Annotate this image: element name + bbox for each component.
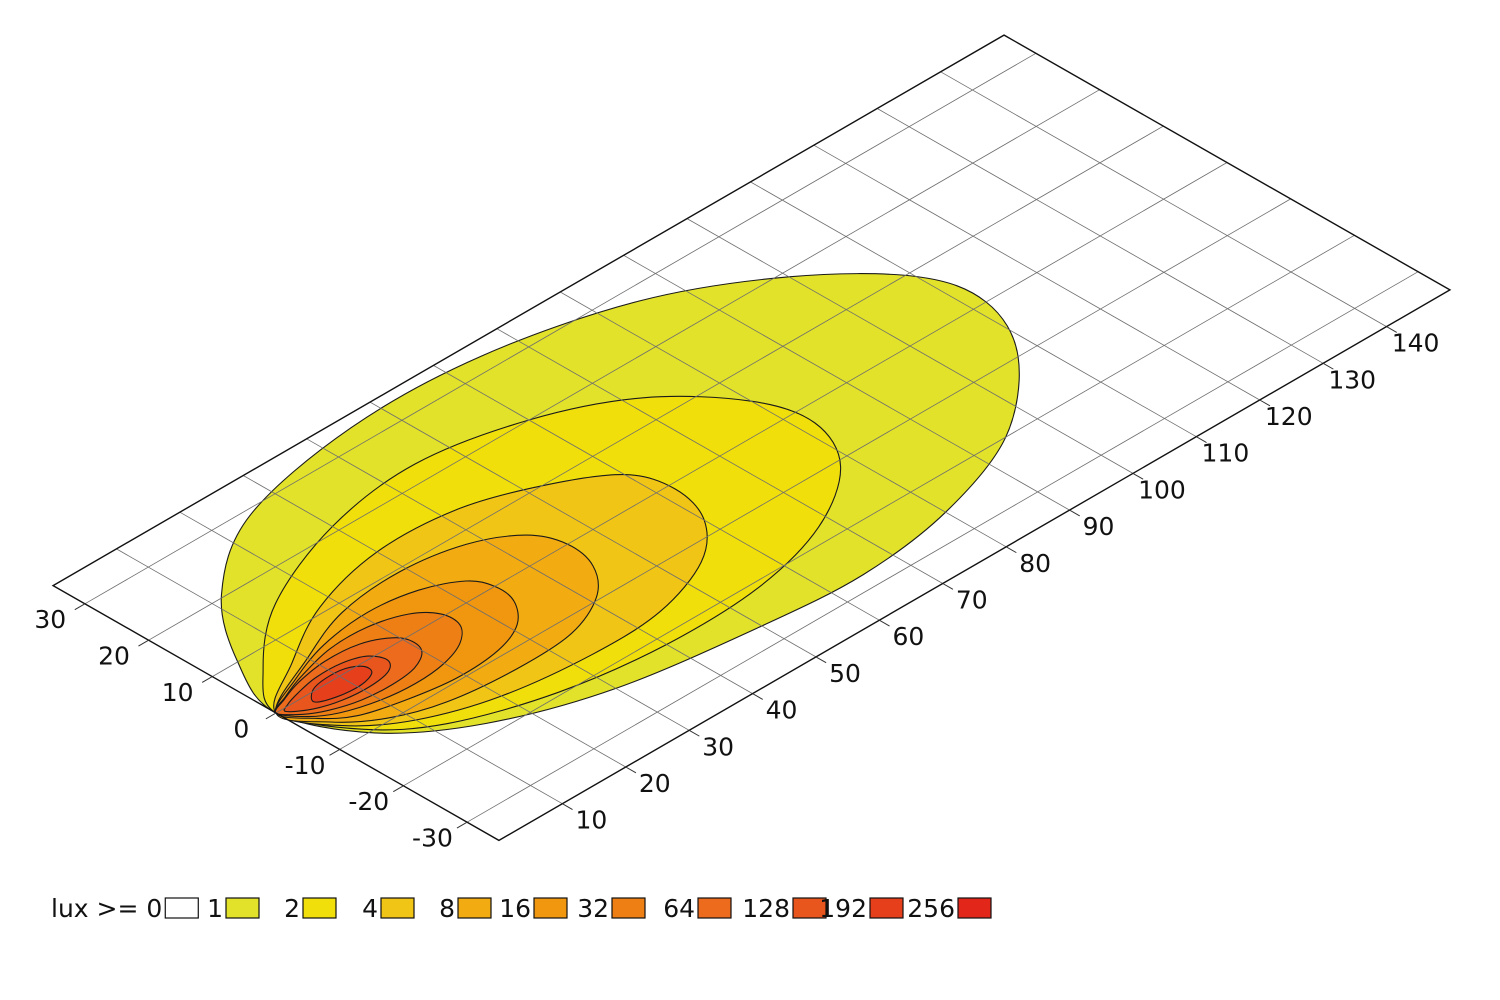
y-tick	[329, 748, 340, 756]
y-tick-label: -10	[285, 751, 326, 780]
y-tick-label: 10	[162, 678, 194, 707]
x-tick-label: 40	[766, 696, 798, 725]
x-tick	[1386, 326, 1397, 333]
legend: lux >= 0 1 2 4 8 16 32 64 128 192 256	[51, 894, 992, 923]
contour-192-lux	[310, 665, 373, 703]
legend-swatch	[611, 897, 646, 919]
x-tick-label: 50	[829, 659, 861, 688]
y-tick	[138, 639, 149, 647]
legend-label: 16	[499, 894, 531, 923]
legend-label: 192	[819, 894, 867, 923]
x-tick	[942, 583, 954, 590]
x-tick-label: 140	[1392, 329, 1440, 358]
legend-label: 2	[284, 894, 300, 923]
y-tick	[265, 712, 277, 720]
x-tick	[879, 619, 890, 627]
x-tick	[625, 766, 637, 774]
legend-label: lux >= 0	[51, 894, 162, 923]
x-tick-label: 20	[639, 769, 671, 798]
y-tick-label: -30	[412, 824, 453, 853]
x-tick-label: 60	[892, 622, 924, 651]
x-tick-label: 30	[702, 732, 734, 761]
legend-label: 128	[742, 894, 790, 923]
legend-swatch	[697, 897, 732, 919]
x-tick	[1069, 509, 1080, 517]
x-tick-label: 100	[1138, 475, 1186, 504]
y-tick	[393, 785, 404, 793]
x-tick	[752, 693, 763, 700]
x-tick-label: 70	[956, 586, 988, 615]
x-tick-label: 120	[1265, 402, 1313, 431]
y-tick	[201, 676, 213, 683]
x-tick	[1259, 399, 1271, 407]
x-tick	[1322, 362, 1334, 370]
y-tick	[456, 821, 468, 829]
x-tick	[562, 803, 573, 810]
x-tick-label: 80	[1019, 549, 1051, 578]
x-tick-label: 10	[575, 806, 607, 835]
grid-line-y	[148, 89, 1100, 641]
x-tick	[1196, 436, 1207, 443]
contour-layer	[220, 273, 1020, 734]
legend-swatch	[380, 897, 415, 919]
x-tick	[1005, 546, 1017, 554]
legend-label: 32	[577, 894, 609, 923]
legend-swatch	[302, 897, 337, 919]
grid-line-y	[466, 271, 1419, 823]
legend-swatch	[792, 897, 827, 919]
legend-swatch	[533, 897, 568, 919]
legend-swatch	[457, 897, 492, 919]
y-tick-label: -20	[348, 787, 389, 816]
y-tick-label: 30	[34, 605, 66, 634]
legend-label: 8	[439, 894, 455, 923]
grid-line-y	[84, 52, 1037, 605]
legend-label: 4	[362, 894, 378, 923]
grid-line-y	[403, 234, 1355, 787]
legend-swatch	[957, 897, 992, 919]
y-tick-label: 0	[233, 714, 249, 743]
legend-label: 1	[207, 894, 223, 923]
legend-swatch	[164, 897, 199, 919]
x-tick	[1132, 472, 1144, 480]
x-tick	[815, 656, 827, 664]
y-axis-ticks: 30 20 10 0 -10 -20 -30	[34, 603, 468, 853]
legend-label: 256	[907, 894, 955, 923]
legend-label: 64	[663, 894, 695, 923]
x-tick-label: 110	[1202, 439, 1250, 468]
x-axis-ticks: 10 20 30 40 50 60 70 80 90 100 110 120 130 140	[562, 326, 1440, 835]
grid-line-y	[212, 125, 1164, 677]
legend-swatch	[869, 897, 904, 919]
grid-line-y	[275, 162, 1228, 714]
legend-swatch	[225, 897, 260, 919]
y-tick	[74, 603, 86, 611]
x-tick-label: 130	[1328, 365, 1376, 394]
y-tick-label: 20	[98, 642, 130, 671]
plot-grid	[51, 34, 1452, 842]
x-tick	[688, 729, 700, 737]
grid-line-y	[339, 198, 1291, 750]
x-tick-label: 90	[1083, 512, 1115, 541]
